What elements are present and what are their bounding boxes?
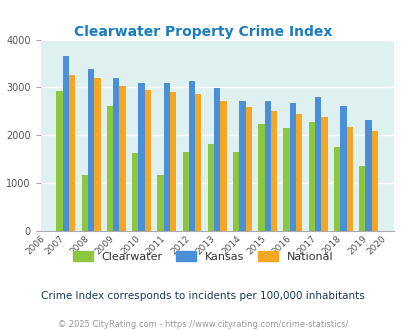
Text: © 2025 CityRating.com - https://www.cityrating.com/crime-statistics/: © 2025 CityRating.com - https://www.city… <box>58 320 347 329</box>
Bar <box>333 147 339 231</box>
Bar <box>56 91 62 231</box>
Bar <box>308 122 314 231</box>
Bar <box>258 124 264 231</box>
Bar <box>169 92 176 231</box>
Bar <box>339 106 345 231</box>
Bar <box>144 90 151 231</box>
Bar <box>113 78 119 231</box>
Bar <box>62 56 69 231</box>
Bar <box>371 130 377 231</box>
Bar <box>195 94 201 231</box>
Bar <box>320 117 327 231</box>
Bar <box>132 153 138 231</box>
Bar <box>289 103 295 231</box>
Bar <box>81 175 88 231</box>
Text: Crime Index corresponds to incidents per 100,000 inhabitants: Crime Index corresponds to incidents per… <box>41 291 364 301</box>
Bar <box>69 75 75 231</box>
Bar <box>245 107 251 231</box>
Bar <box>358 166 364 231</box>
Bar <box>283 128 289 231</box>
Bar <box>295 114 302 231</box>
Bar <box>107 106 113 231</box>
Bar <box>220 101 226 231</box>
Text: Clearwater Property Crime Index: Clearwater Property Crime Index <box>74 25 331 39</box>
Legend: Clearwater, Kansas, National: Clearwater, Kansas, National <box>68 247 337 267</box>
Bar <box>138 83 144 231</box>
Bar <box>264 101 270 231</box>
Bar <box>345 127 352 231</box>
Bar <box>119 86 126 231</box>
Bar <box>232 152 239 231</box>
Bar <box>94 78 100 231</box>
Bar <box>364 119 371 231</box>
Bar <box>207 144 213 231</box>
Bar <box>182 151 188 231</box>
Bar <box>213 88 220 231</box>
Bar <box>188 81 195 231</box>
Bar <box>239 101 245 231</box>
Bar <box>270 112 277 231</box>
Bar <box>157 176 163 231</box>
Bar <box>88 69 94 231</box>
Bar <box>314 97 320 231</box>
Bar <box>163 83 169 231</box>
